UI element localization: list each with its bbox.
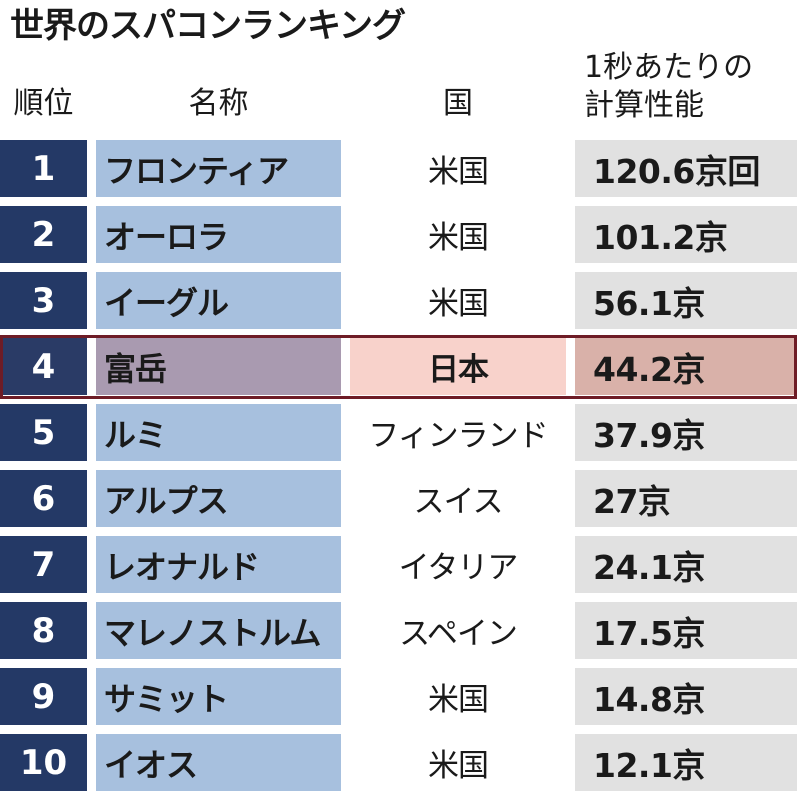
name-cell: オーロラ: [96, 206, 341, 263]
country-cell: 米国: [350, 668, 566, 725]
name-cell: 富岳: [96, 338, 341, 395]
rank-cell: 9: [0, 668, 87, 725]
perf-cell: 44.2京: [575, 338, 797, 395]
header-name: 名称: [188, 86, 249, 121]
country-cell: 米国: [350, 272, 566, 329]
name-cell: サミット: [96, 668, 341, 725]
rank-cell: 3: [0, 272, 87, 329]
name-cell: レオナルド: [96, 536, 341, 593]
perf-cell: 14.8京: [575, 668, 797, 725]
page-title: 世界のスパコンランキング: [10, 6, 406, 46]
name-cell: イオス: [96, 734, 341, 791]
country-cell: 米国: [350, 734, 566, 791]
country-cell: スペイン: [350, 602, 566, 659]
perf-cell: 12.1京: [575, 734, 797, 791]
header-rank: 順位: [13, 86, 74, 121]
country-cell: 米国: [350, 140, 566, 197]
perf-cell: 120.6京回: [575, 140, 797, 197]
name-cell: アルプス: [96, 470, 341, 527]
perf-cell: 27京: [575, 470, 797, 527]
header-country: 国: [443, 86, 473, 121]
rank-cell: 2: [0, 206, 87, 263]
rank-cell: 7: [0, 536, 87, 593]
name-cell: ルミ: [96, 404, 341, 461]
rank-cell: 5: [0, 404, 87, 461]
name-cell: マレノストルム: [96, 602, 341, 659]
rank-cell: 4: [0, 338, 87, 395]
country-cell: フィンランド: [350, 404, 566, 461]
header-perf-line1: 1秒あたりの: [584, 50, 754, 85]
perf-cell: 101.2京: [575, 206, 797, 263]
perf-cell: 56.1京: [575, 272, 797, 329]
perf-cell: 17.5京: [575, 602, 797, 659]
country-cell: スイス: [350, 470, 566, 527]
rank-cell: 6: [0, 470, 87, 527]
header-perf-line2: 計算性能: [584, 88, 704, 123]
country-cell: 日本: [350, 338, 566, 395]
country-cell: 米国: [350, 206, 566, 263]
name-cell: フロンティア: [96, 140, 341, 197]
perf-cell: 24.1京: [575, 536, 797, 593]
name-cell: イーグル: [96, 272, 341, 329]
rank-cell: 10: [0, 734, 87, 791]
rank-cell: 1: [0, 140, 87, 197]
country-cell: イタリア: [350, 536, 566, 593]
rank-cell: 8: [0, 602, 87, 659]
perf-cell: 37.9京: [575, 404, 797, 461]
